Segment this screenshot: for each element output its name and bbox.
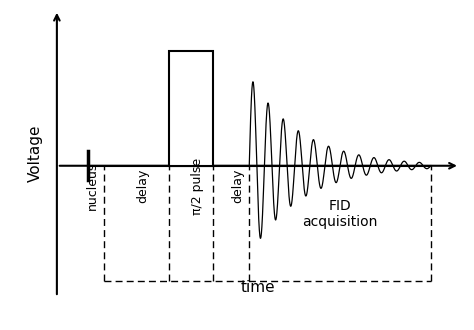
Text: time: time xyxy=(241,280,276,295)
Text: Voltage: Voltage xyxy=(27,125,43,182)
Text: nucleus: nucleus xyxy=(86,162,99,211)
Text: FID
acquisition: FID acquisition xyxy=(302,199,378,229)
Bar xyxy=(169,51,213,166)
Text: π/2 pulse: π/2 pulse xyxy=(191,158,204,215)
Text: delay: delay xyxy=(231,169,244,204)
Text: delay: delay xyxy=(137,169,150,204)
